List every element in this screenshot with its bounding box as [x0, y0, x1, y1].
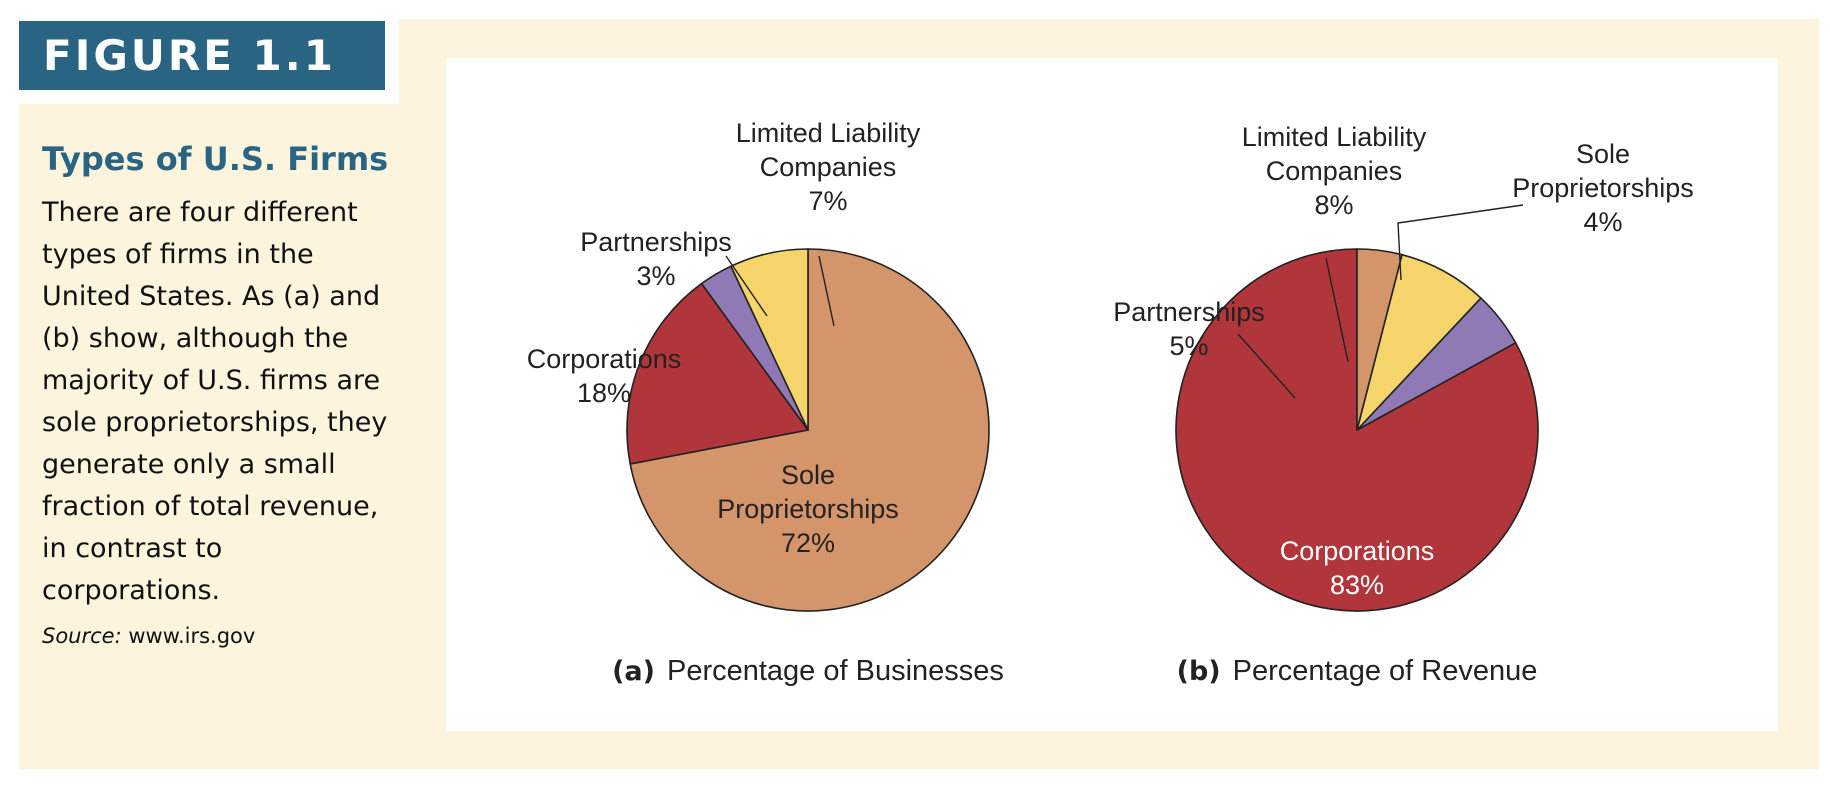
pie-charts: Sole Proprietorships 72% Corporations 18% Par… [527, 118, 1694, 687]
source-value: www.irs.gov [128, 624, 256, 648]
pie-chart-a [626, 248, 990, 612]
figure-description: There are four different types of firms … [42, 197, 388, 606]
figure-source: Source: www.irs.gov [42, 624, 412, 648]
slice-label-limited-liability-companies: Limited Liability Companies 7% [736, 118, 921, 216]
leader-line-partnerships [1237, 333, 1296, 399]
chart-caption-a: (a) Percentage of Businesses [612, 655, 1004, 687]
slice-label-sole-proprietorships: Sole Proprietorships 4% [1512, 139, 1694, 237]
leader-line-limited-liability-companies [818, 255, 835, 327]
slice-label-partnerships: Partnerships 3% [580, 227, 732, 291]
pie-slice-sole-proprietorships [1356, 248, 1403, 431]
slice-label-partnerships: Partnerships 5% [1113, 297, 1265, 361]
pie-slice-sole-proprietorships [629, 248, 990, 612]
slice-label-corporations: Corporations 18% [527, 344, 682, 408]
leader-line-sole-proprietorships [1397, 204, 1524, 281]
chart-caption-b: (b) Percentage of Revenue [1177, 655, 1538, 687]
pie-slice-limited-liability-companies [729, 248, 809, 431]
figure-sidebar: Types of U.S. Firms There are four diffe… [42, 140, 412, 648]
pie-chart-b [1175, 204, 1539, 612]
slice-label-corporations: Corporations 83% [1280, 536, 1435, 600]
figure-title: Types of U.S. Firms [42, 140, 389, 178]
pie-slice-corporations [626, 282, 810, 465]
pie-slice-limited-liability-companies [1356, 253, 1483, 431]
slice-label-sole-proprietorships: Sole Proprietorships 72% [717, 460, 899, 558]
source-label: Source: [42, 624, 122, 648]
figure-label: FIGURE 1.1 [19, 21, 385, 90]
slice-label-limited-liability-companies: Limited Liability Companies 8% [1242, 122, 1427, 220]
leader-line-limited-liability-companies [1325, 257, 1349, 363]
leader-line-partnerships [725, 255, 768, 317]
chart-area: Sole Proprietorships 72% Corporations 18% Par… [446, 58, 1778, 731]
